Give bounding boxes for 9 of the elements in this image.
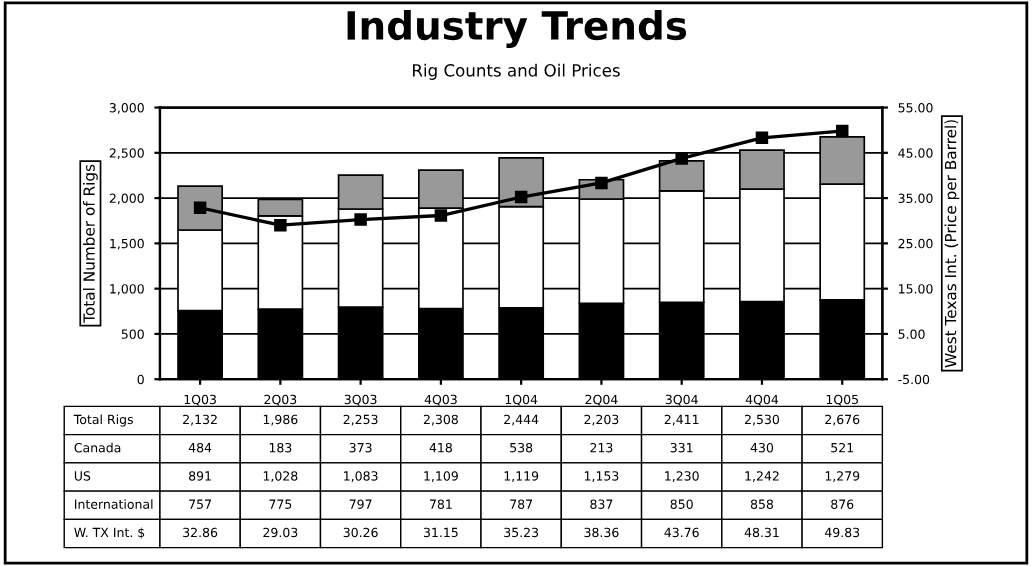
point [434,209,448,222]
point [675,152,688,165]
point [835,124,849,138]
chart-title: Industry Trends [347,10,687,49]
point [755,131,769,145]
point [514,190,528,204]
chart-subtitle: Rig Counts and Oil Prices [413,63,620,80]
point [274,218,287,232]
point [354,213,367,226]
